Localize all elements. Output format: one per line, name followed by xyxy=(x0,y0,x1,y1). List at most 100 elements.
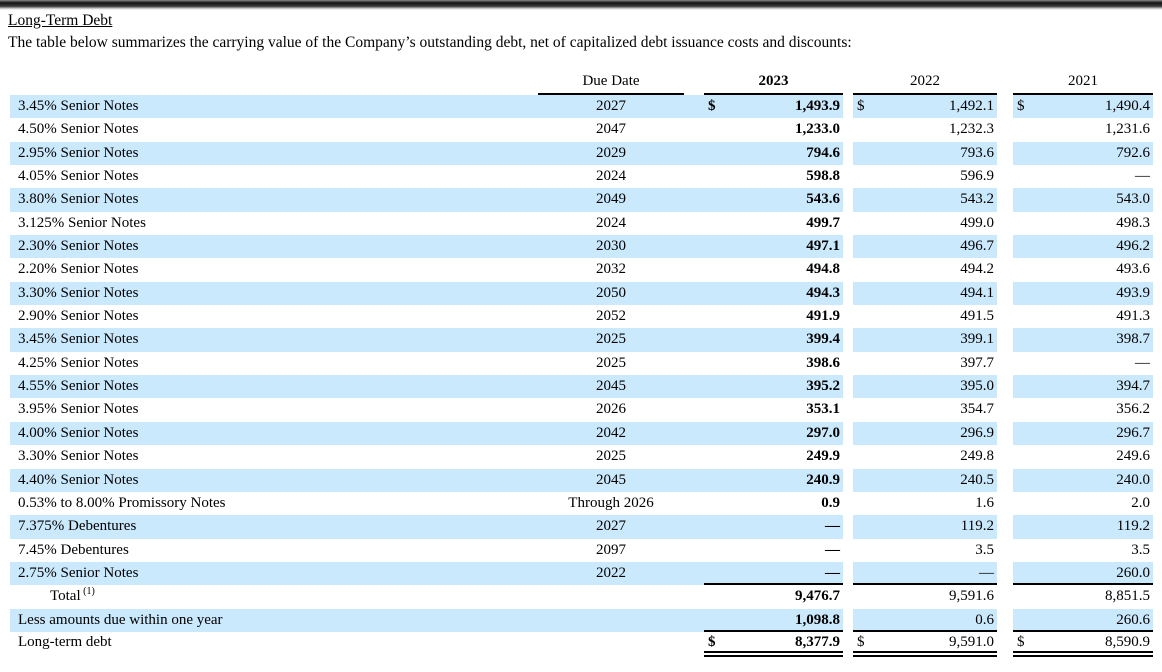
due-date-cell: 2045 xyxy=(596,471,626,488)
amount-2022-cell: $1,492.1 xyxy=(853,95,997,118)
column-gap xyxy=(684,188,704,211)
amount-value: 249.9 xyxy=(806,448,840,465)
currency-symbol: $ xyxy=(1017,633,1025,650)
amount-2023-cell: — xyxy=(704,562,843,586)
amount-2021-cell: 260.6 xyxy=(1013,609,1153,632)
table-header-row: Due Date 2023 2022 2021 xyxy=(10,70,1153,95)
row-label: 4.50% Senior Notes xyxy=(18,121,139,138)
column-gap xyxy=(997,305,1013,329)
amount-value: 494.1 xyxy=(960,284,994,301)
column-gap xyxy=(997,631,1013,657)
column-gap xyxy=(843,421,853,446)
row-label: 2.20% Senior Notes xyxy=(18,261,139,278)
amount-value: 395.0 xyxy=(960,378,994,395)
amount-value: 8,851.5 xyxy=(1105,588,1150,605)
amount-2021-cell: 8,851.5 xyxy=(1013,585,1153,608)
debt-table-rows: 3.45% Senior Notes 2027 $1,493.9 $1,492.1 $1… xyxy=(10,95,1153,657)
currency-symbol: $ xyxy=(1017,98,1025,114)
column-gap xyxy=(843,351,853,376)
amount-2023-cell: 1,233.0 xyxy=(704,118,843,141)
amount-value: — xyxy=(1135,354,1150,371)
amount-2023-cell: 494.8 xyxy=(704,258,843,281)
column-gap xyxy=(684,585,704,608)
amount-2022-cell: 496.7 xyxy=(853,235,997,258)
column-gap xyxy=(843,561,853,586)
amount-2023-cell: 399.4 xyxy=(704,328,843,351)
column-gap xyxy=(684,632,704,657)
column-gap xyxy=(684,328,704,351)
amount-2022-cell: 399.1 xyxy=(853,328,997,351)
table-row: 4.50% Senior Notes 2047 1,233.0 1,232.3 1,23… xyxy=(10,118,1153,142)
intro-text: The table below summarizes the carrying … xyxy=(8,34,852,51)
column-gap xyxy=(997,538,1013,562)
due-date-cell: 2027 xyxy=(596,518,626,535)
amount-value: 499.7 xyxy=(806,214,840,231)
column-gap xyxy=(997,281,1013,306)
column-gap xyxy=(684,469,704,492)
amount-2023-cell: — xyxy=(704,539,843,562)
currency-symbol: $ xyxy=(708,98,716,114)
column-gap xyxy=(684,305,704,328)
table-row: 3.30% Senior Notes 2025 249.9 249.8 249.6 xyxy=(10,445,1153,469)
table-row: 3.125% Senior Notes 2024 499.7 499.0 498.3 xyxy=(10,211,1153,236)
amount-2021-cell: 491.3 xyxy=(1013,305,1153,328)
amount-2022-cell: 296.9 xyxy=(853,422,997,445)
footnote-marker: (1) xyxy=(80,586,95,598)
amount-2022-cell: 494.1 xyxy=(853,282,997,305)
amount-value: 0.6 xyxy=(975,611,994,628)
column-gap xyxy=(843,70,853,95)
row-label: 3.125% Senior Notes xyxy=(18,214,146,231)
amount-value: 496.2 xyxy=(1116,238,1150,255)
amount-value: — xyxy=(1135,168,1150,185)
amount-value: 296.9 xyxy=(960,424,994,441)
table-row: 4.00% Senior Notes 2042 297.0 296.9 296.7 xyxy=(10,421,1153,446)
amount-value: 240.0 xyxy=(1116,471,1150,488)
amount-2023-cell: 491.9 xyxy=(704,305,843,328)
amount-value: 491.5 xyxy=(960,308,994,325)
table-row: 3.30% Senior Notes 2050 494.3 494.1 493.9 xyxy=(10,281,1153,306)
amount-value: 494.8 xyxy=(806,261,840,278)
column-gap xyxy=(997,398,1013,422)
amount-2021-cell: 1,231.6 xyxy=(1013,118,1153,141)
table-row: Long-term debt $8,377.9 $9,591.0 $8,590.9 xyxy=(10,631,1153,657)
due-date-cell: 2052 xyxy=(596,308,626,325)
amount-2022-cell: 0.6 xyxy=(853,609,997,632)
row-label: 2.30% Senior Notes xyxy=(18,238,139,255)
due-date-cell: 2029 xyxy=(596,144,626,161)
due-date-cell: 2032 xyxy=(596,261,626,278)
column-gap xyxy=(997,328,1013,352)
amount-2021-cell: 356.2 xyxy=(1013,398,1153,421)
currency-symbol: $ xyxy=(857,98,865,114)
amount-2021-cell: — xyxy=(1013,352,1153,375)
column-gap xyxy=(997,468,1013,492)
amount-2023-cell: 249.9 xyxy=(704,445,843,468)
amount-2023-cell: 297.0 xyxy=(704,422,843,445)
column-gap xyxy=(997,188,1013,212)
column-gap xyxy=(997,608,1013,632)
amount-2023-cell: 395.2 xyxy=(704,375,843,398)
amount-value: — xyxy=(825,518,840,535)
row-label: 3.30% Senior Notes xyxy=(18,284,139,301)
column-gap xyxy=(843,515,853,539)
column-gap xyxy=(997,515,1013,539)
amount-2021-cell: 249.6 xyxy=(1013,445,1153,468)
due-date-cell: 2042 xyxy=(596,424,626,441)
amount-2023-cell: $8,377.9 xyxy=(704,632,843,657)
due-date-cell: 2097 xyxy=(596,541,626,558)
table-row: 3.45% Senior Notes 2027 $1,493.9 $1,492.1 $1… xyxy=(10,95,1153,119)
amount-value: 398.7 xyxy=(1116,331,1150,348)
due-date-cell: 2025 xyxy=(596,331,626,348)
column-gap xyxy=(843,165,853,189)
amount-2023-cell: 240.9 xyxy=(704,469,843,492)
column-gap xyxy=(997,445,1013,469)
currency-symbol: $ xyxy=(857,633,865,650)
row-label: 7.375% Debentures xyxy=(18,518,137,535)
amount-2021-cell: 498.3 xyxy=(1013,212,1153,235)
amount-value: 8,590.9 xyxy=(1105,633,1150,650)
amount-value: 3.5 xyxy=(1131,541,1150,558)
amount-value: 497.1 xyxy=(806,238,840,255)
column-gap xyxy=(997,211,1013,236)
amount-2023-cell: 543.6 xyxy=(704,188,843,211)
table-row: Total (1) 9,476.7 9,591.6 8,851.5 xyxy=(10,585,1153,609)
column-gap xyxy=(843,281,853,306)
